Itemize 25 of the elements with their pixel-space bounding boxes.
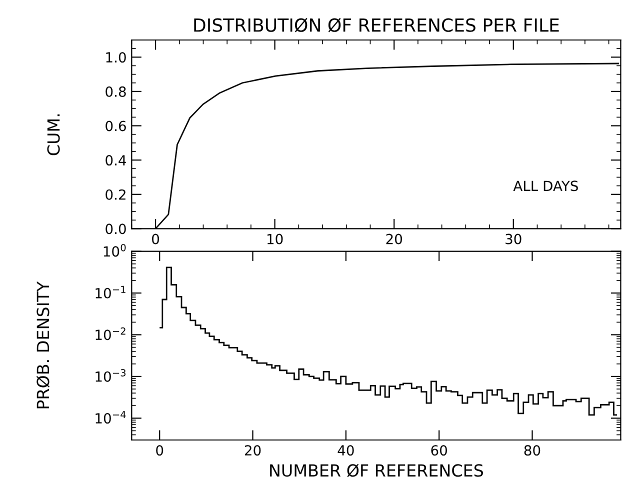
y-tick-label: 10$^{−2}$ — [96, 327, 126, 340]
x-tick-label: 0 — [156, 445, 164, 456]
x-tick-label: 80 — [524, 445, 540, 456]
x-tick-label: 40 — [338, 445, 354, 456]
y-tick-label: 10$^{−3}$ — [96, 369, 126, 382]
y-tick-label: 0.4 — [106, 155, 126, 166]
x-tick-label: 10 — [268, 234, 283, 244]
chart-title: DISTRIBUTIØN ØF REFERENCES PER FILE — [194, 18, 559, 32]
x-tick-label: 60 — [431, 445, 447, 456]
y-tick-label: 0.2 — [106, 189, 126, 200]
y-tick-label: 0.6 — [106, 120, 126, 132]
y-tick-label: 0.0 — [106, 224, 126, 234]
y-tick-label: 1.0 — [106, 52, 126, 63]
y-tick-label: 10$^{−1}$ — [96, 286, 126, 298]
y-axis-title: PRØB. DENSITY — [36, 281, 50, 408]
y-tick-label: 10$^{−4}$ — [96, 410, 126, 424]
x-tick-label: 30 — [506, 234, 522, 244]
annotation: ALL DAYS — [513, 180, 578, 192]
y-axis-title: CUM. — [47, 114, 60, 156]
y-tick-label: 0.8 — [106, 86, 126, 97]
y-tick-label: 10$^{0}$ — [104, 244, 126, 257]
x-tick-label: 0 — [152, 234, 160, 244]
x-tick-label: 20 — [386, 234, 402, 244]
x-tick-label: 20 — [244, 445, 261, 456]
x-axis-title: NUMBER ØF REFERENCES — [270, 464, 483, 478]
